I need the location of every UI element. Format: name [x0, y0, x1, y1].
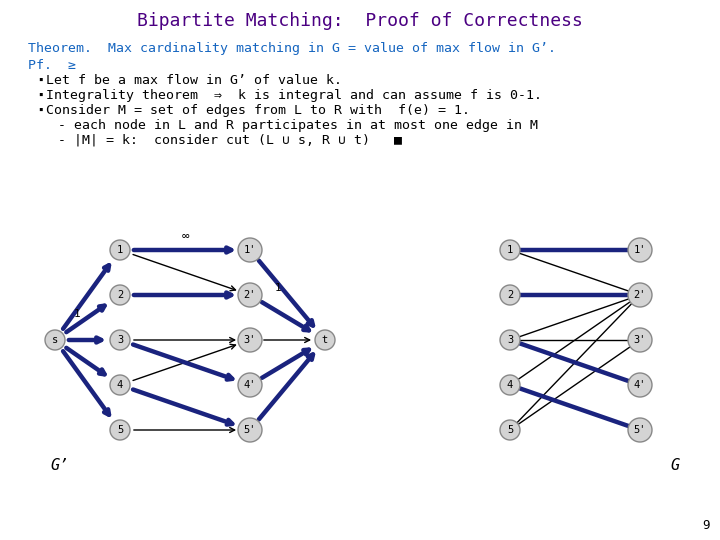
Text: 3': 3'	[244, 335, 256, 345]
Text: Pf.  ≥: Pf. ≥	[28, 59, 76, 72]
Circle shape	[315, 330, 335, 350]
Text: Integrality theorem  ⇒  k is integral and can assume f is 0-1.: Integrality theorem ⇒ k is integral and …	[46, 89, 542, 102]
Text: ▪: ▪	[38, 75, 42, 84]
Circle shape	[110, 375, 130, 395]
Text: 2: 2	[117, 290, 123, 300]
Circle shape	[110, 240, 130, 260]
Text: Consider M = set of edges from L to R with  f(e) = 1.: Consider M = set of edges from L to R wi…	[46, 104, 470, 117]
Text: 5': 5'	[634, 425, 647, 435]
Text: 1: 1	[73, 309, 81, 319]
Text: 4': 4'	[244, 380, 256, 390]
Circle shape	[45, 330, 65, 350]
Text: ▪: ▪	[38, 90, 42, 99]
Text: t: t	[322, 335, 328, 345]
Text: s: s	[52, 335, 58, 345]
Text: 1: 1	[117, 245, 123, 255]
Circle shape	[500, 240, 520, 260]
Text: 2: 2	[507, 290, 513, 300]
Circle shape	[500, 330, 520, 350]
Text: ▪: ▪	[38, 105, 42, 114]
Text: 1': 1'	[634, 245, 647, 255]
Circle shape	[500, 285, 520, 305]
Text: 5: 5	[507, 425, 513, 435]
Circle shape	[628, 418, 652, 442]
Text: Bipartite Matching:  Proof of Correctness: Bipartite Matching: Proof of Correctness	[137, 12, 583, 30]
Circle shape	[238, 238, 262, 262]
Text: - each node in L and R participates in at most one edge in M: - each node in L and R participates in a…	[58, 119, 538, 132]
Text: 5': 5'	[244, 425, 256, 435]
Text: G’: G’	[50, 458, 68, 473]
Circle shape	[628, 328, 652, 352]
Text: Let f be a max flow in G’ of value k.: Let f be a max flow in G’ of value k.	[46, 74, 342, 87]
Text: 4': 4'	[634, 380, 647, 390]
Text: 5: 5	[117, 425, 123, 435]
Text: G: G	[670, 458, 679, 473]
Text: 4: 4	[117, 380, 123, 390]
Circle shape	[500, 420, 520, 440]
Circle shape	[628, 238, 652, 262]
Text: 4: 4	[507, 380, 513, 390]
Circle shape	[500, 375, 520, 395]
Text: ∞: ∞	[181, 230, 189, 243]
Text: 3: 3	[117, 335, 123, 345]
Text: 3: 3	[507, 335, 513, 345]
Text: 1: 1	[274, 283, 282, 293]
Circle shape	[110, 420, 130, 440]
Circle shape	[238, 418, 262, 442]
Circle shape	[628, 373, 652, 397]
Text: 2': 2'	[244, 290, 256, 300]
Text: 1': 1'	[244, 245, 256, 255]
Circle shape	[238, 283, 262, 307]
Circle shape	[238, 373, 262, 397]
Circle shape	[110, 330, 130, 350]
Circle shape	[238, 328, 262, 352]
Circle shape	[628, 283, 652, 307]
Text: 3': 3'	[634, 335, 647, 345]
Circle shape	[110, 285, 130, 305]
Text: - |M| = k:  consider cut (L ∪ s, R ∪ t)   ■: - |M| = k: consider cut (L ∪ s, R ∪ t) ■	[58, 133, 402, 146]
Text: Theorem.  Max cardinality matching in G = value of max flow in G’.: Theorem. Max cardinality matching in G =…	[28, 42, 556, 55]
Text: 1: 1	[507, 245, 513, 255]
Text: 2': 2'	[634, 290, 647, 300]
Text: 9: 9	[703, 519, 710, 532]
